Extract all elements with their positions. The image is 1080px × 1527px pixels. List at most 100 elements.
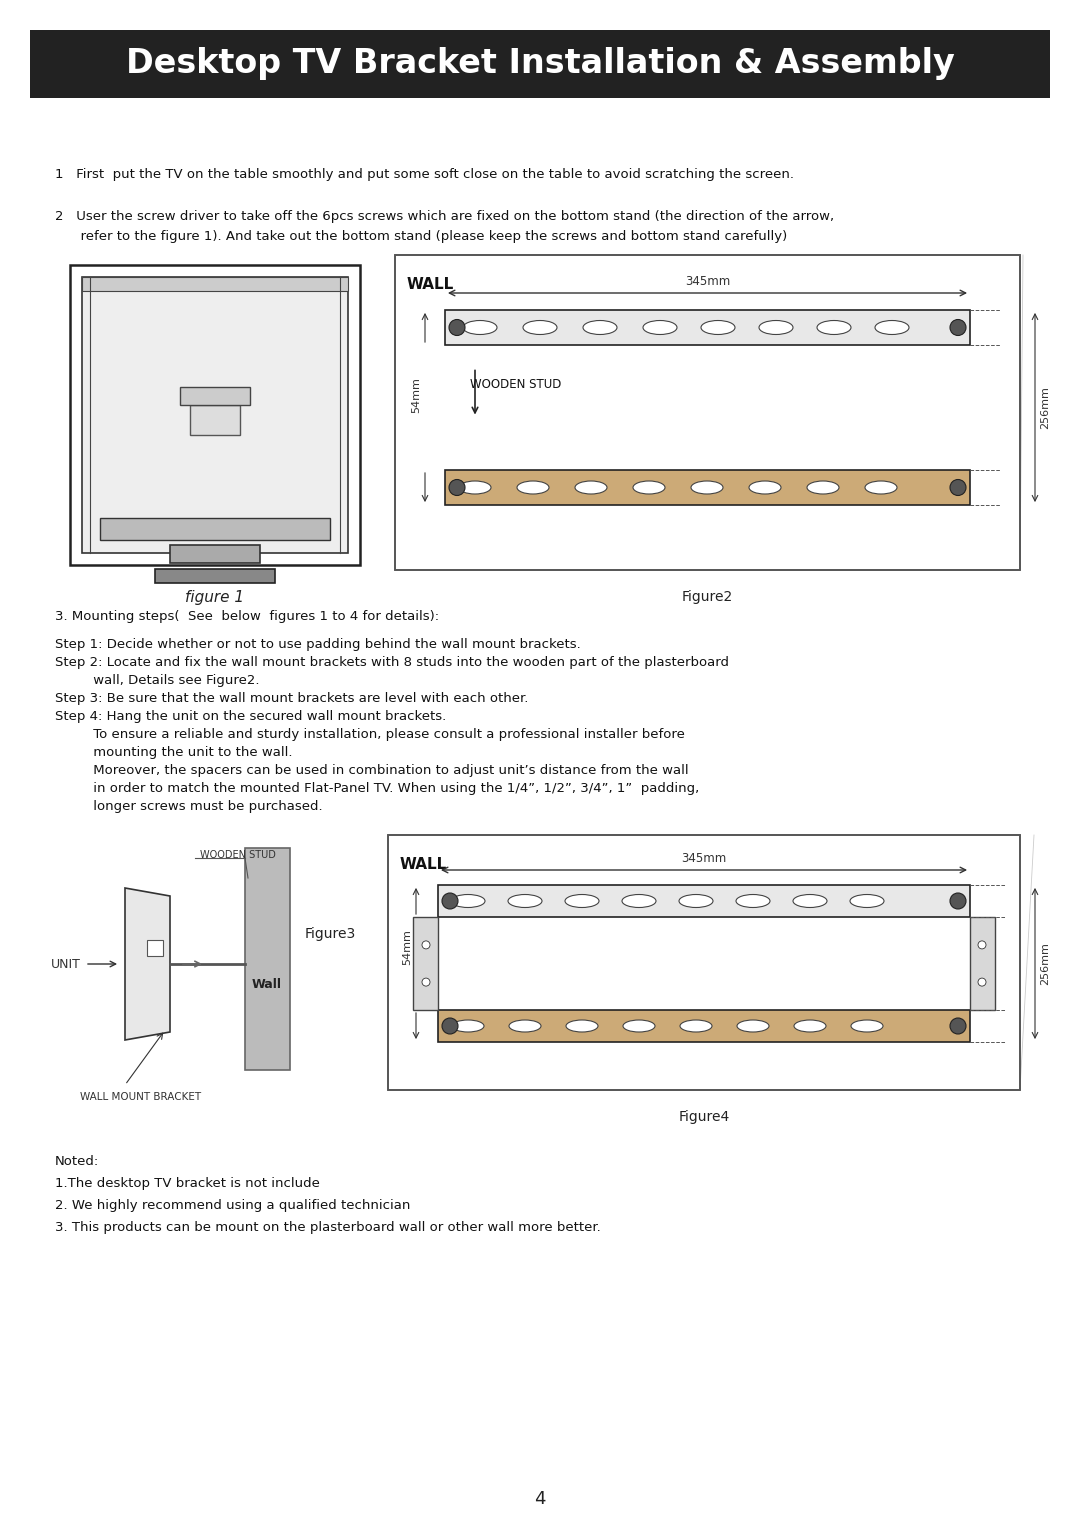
Text: 345mm: 345mm [681,852,727,864]
Ellipse shape [509,1020,541,1032]
Text: 4: 4 [535,1490,545,1509]
Text: Step 3: Be sure that the wall mount brackets are level with each other.: Step 3: Be sure that the wall mount brac… [55,692,528,705]
Ellipse shape [701,321,735,334]
Ellipse shape [794,1020,826,1032]
Ellipse shape [463,321,497,334]
Bar [70,266,360,565]
Circle shape [950,319,966,336]
Text: mounting the unit to the wall.: mounting the unit to the wall. [55,747,293,759]
Circle shape [950,1019,966,1034]
Bar [395,255,1020,570]
Bar [388,835,1020,1090]
Ellipse shape [759,321,793,334]
Text: Step 4: Hang the unit on the secured wall mount brackets.: Step 4: Hang the unit on the secured wal… [55,710,446,722]
Text: 1.The desktop TV bracket is not include: 1.The desktop TV bracket is not include [55,1177,320,1190]
Text: 3. Mounting steps(  See  below  figures 1 to 4 for details):: 3. Mounting steps( See below figures 1 t… [55,609,440,623]
Text: Step 2: Locate and fix the wall mount brackets with 8 studs into the wooden part: Step 2: Locate and fix the wall mount br… [55,657,729,669]
Text: Noted:: Noted: [55,1154,99,1168]
Bar [30,31,1050,98]
Ellipse shape [737,1020,769,1032]
Ellipse shape [643,321,677,334]
Circle shape [422,979,430,986]
Text: WOODEN STUD: WOODEN STUD [200,851,275,860]
Bar [100,518,330,541]
Text: To ensure a reliable and sturdy installation, please consult a professional inst: To ensure a reliable and sturdy installa… [55,728,685,741]
Circle shape [950,893,966,909]
Polygon shape [125,889,170,1040]
Bar [180,386,249,405]
Circle shape [978,979,986,986]
Text: WOODEN STUD: WOODEN STUD [470,377,562,391]
Ellipse shape [508,895,542,907]
Text: WALL: WALL [400,857,447,872]
Ellipse shape [517,481,549,495]
Ellipse shape [875,321,909,334]
Text: in order to match the mounted Flat-Panel TV. When using the 1/4”, 1/2”, 3/4”, 1”: in order to match the mounted Flat-Panel… [55,782,699,796]
Text: refer to the figure 1). And take out the bottom stand (please keep the screws an: refer to the figure 1). And take out the… [55,231,787,243]
Ellipse shape [851,1020,883,1032]
Ellipse shape [816,321,851,334]
Circle shape [449,319,465,336]
Text: wall, Details see Figure2.: wall, Details see Figure2. [55,673,259,687]
Text: Step 1: Decide whether or not to use padding behind the wall mount brackets.: Step 1: Decide whether or not to use pad… [55,638,581,651]
Ellipse shape [583,321,617,334]
Text: Figure4: Figure4 [678,1110,730,1124]
Bar [445,310,970,345]
Text: 256mm: 256mm [1040,942,1050,985]
Text: 54mm: 54mm [402,930,411,965]
Text: longer screws must be purchased.: longer screws must be purchased. [55,800,323,812]
Text: UNIT: UNIT [51,957,81,971]
Ellipse shape [679,895,713,907]
Ellipse shape [451,895,485,907]
Circle shape [950,479,966,495]
Bar [438,886,970,918]
Bar [245,847,291,1070]
Text: 345mm: 345mm [685,275,730,289]
Text: Desktop TV Bracket Installation & Assembly: Desktop TV Bracket Installation & Assemb… [125,47,955,81]
Ellipse shape [750,481,781,495]
Ellipse shape [865,481,897,495]
Bar [970,918,995,1009]
Ellipse shape [735,895,770,907]
Bar [82,276,348,292]
Ellipse shape [622,895,656,907]
Text: Figure2: Figure2 [681,589,733,605]
Text: figure 1: figure 1 [186,589,244,605]
Circle shape [442,1019,458,1034]
Ellipse shape [566,1020,598,1032]
Ellipse shape [807,481,839,495]
Ellipse shape [850,895,885,907]
Bar [190,405,240,435]
Ellipse shape [691,481,723,495]
Ellipse shape [459,481,491,495]
Text: WALL MOUNT BRACKET: WALL MOUNT BRACKET [80,1092,201,1102]
Ellipse shape [680,1020,712,1032]
Text: 1   First  put the TV on the table smoothly and put some soft close on the table: 1 First put the TV on the table smoothly… [55,168,794,182]
Ellipse shape [523,321,557,334]
Text: 256mm: 256mm [1040,386,1050,429]
Ellipse shape [453,1020,484,1032]
Bar [395,255,1020,570]
Text: 3. This products can be mount on the plasterboard wall or other wall more better: 3. This products can be mount on the pla… [55,1222,600,1234]
Text: Figure3: Figure3 [305,927,356,941]
Ellipse shape [623,1020,654,1032]
Text: WALL: WALL [407,276,455,292]
Circle shape [422,941,430,948]
Ellipse shape [793,895,827,907]
Text: 2   User the screw driver to take off the 6pcs screws which are fixed on the bot: 2 User the screw driver to take off the … [55,211,834,223]
Circle shape [442,893,458,909]
Bar [82,276,348,553]
Text: 2. We highly recommend using a qualified technician: 2. We highly recommend using a qualified… [55,1199,410,1212]
Text: Moreover, the spacers can be used in combination to adjust unit’s distance from : Moreover, the spacers can be used in com… [55,764,689,777]
Bar [445,470,970,505]
Bar [388,835,1020,1090]
Ellipse shape [633,481,665,495]
Text: Wall: Wall [252,977,282,991]
Bar [413,918,438,1009]
Circle shape [978,941,986,948]
Circle shape [449,479,465,495]
Bar [170,545,260,563]
Ellipse shape [575,481,607,495]
Text: 54mm: 54mm [411,377,421,412]
Bar [147,941,163,956]
